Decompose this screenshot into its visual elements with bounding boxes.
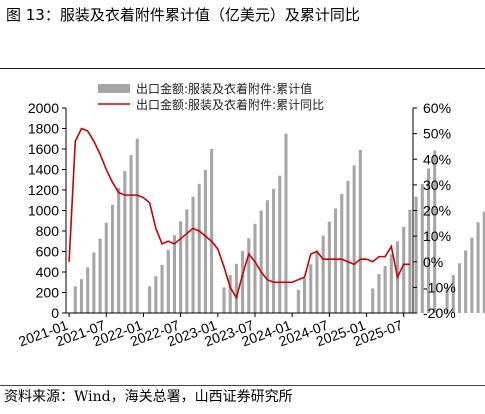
bar-2022-04 (160, 264, 164, 313)
bar-2022-05 (166, 249, 170, 313)
y-right-tick-label: 10% (423, 228, 451, 244)
bar-undefined (464, 250, 468, 313)
y-left-tick-label: 1600 (28, 141, 59, 157)
bar-undefined (482, 211, 485, 313)
bar-2025-02 (371, 288, 375, 313)
bar-undefined (426, 168, 431, 313)
bar-2022-09 (191, 196, 195, 313)
bar-2022-03 (154, 276, 158, 313)
legend-bar-label: 出口金额:服装及衣着附件:累计值 (136, 81, 312, 96)
bar-undefined (451, 275, 455, 313)
bar-2023-10 (272, 188, 276, 313)
bar-2024-12 (358, 150, 362, 313)
bar-undefined (470, 237, 474, 313)
bar-2024-03 (303, 278, 307, 313)
bar-2023-11 (278, 175, 282, 313)
bar-2024-11 (352, 165, 356, 313)
bar-undefined (457, 263, 462, 313)
bar-2021-11 (129, 155, 133, 313)
bar-2023-12 (284, 133, 288, 314)
y-left-tick-label: 600 (36, 244, 60, 260)
bar-2023-07 (253, 223, 257, 313)
bar-2021-05 (92, 252, 96, 313)
bar-2021-08 (110, 204, 115, 313)
y-left-tick-label: 800 (36, 223, 60, 239)
bar-2021-09 (117, 187, 121, 313)
bar-2025-05 (389, 254, 393, 313)
y-left-tick-label: 1400 (28, 162, 59, 178)
y-left-tick-label: 400 (36, 264, 60, 280)
bar-2025-03 (377, 274, 381, 313)
bar-2021-02 (73, 286, 77, 313)
bar-2021-04 (86, 267, 90, 313)
bar-2023-02 (222, 287, 226, 314)
bar-2022-10 (197, 183, 201, 313)
bar-2023-04 (234, 263, 238, 313)
y-left-tick-label: 1800 (28, 121, 59, 137)
y-left-tick-label: 1200 (28, 182, 59, 198)
bar-2023-08 (259, 210, 263, 313)
bar-2022-06 (172, 235, 176, 313)
bar-2024-05 (315, 250, 319, 313)
bar-undefined (445, 286, 449, 313)
bar-2024-08 (334, 208, 338, 313)
y-right-tick-label: 0% (423, 254, 443, 270)
bar-2021-10 (123, 171, 127, 313)
bar-2021-12 (135, 138, 139, 313)
source-note: 资料来源：Wind，海关总署，山西证券研究所 (4, 389, 293, 405)
bar-2023-06 (247, 238, 251, 313)
title-divider (0, 68, 485, 69)
bar-2022-11 (203, 170, 207, 313)
bar-series-cumulative-value (73, 133, 485, 314)
line-series-cumulative-yoy (68, 127, 410, 300)
bar-2024-09 (340, 194, 344, 313)
y-right-tick-label: 20% (423, 203, 451, 219)
bar-2025-04 (383, 265, 387, 313)
y-left-tick-label: 1000 (28, 203, 59, 219)
y-left-tick-label: 0 (51, 305, 59, 321)
bar-2021-03 (79, 279, 84, 313)
y-right-tick-label: 40% (423, 151, 451, 167)
source-divider (0, 385, 485, 386)
bar-2021-07 (104, 222, 108, 313)
bar-2022-12 (210, 149, 214, 313)
y-right-tick-label: 30% (423, 177, 451, 193)
bar-2021-06 (98, 238, 102, 313)
bar-undefined (433, 150, 437, 313)
bar-2022-08 (185, 209, 189, 313)
bar-undefined (414, 196, 418, 313)
legend-bar-swatch (98, 84, 130, 93)
figure-title: 图 13：服装及衣着附件累计值（亿美元）及累计同比 (6, 6, 360, 24)
bar-2023-05 (241, 250, 245, 313)
bar-2024-10 (346, 180, 350, 313)
bar-2023-09 (265, 200, 269, 313)
legend-line-label: 出口金额:服装及衣着附件:累计同比 (136, 97, 324, 112)
bar-2024-06 (321, 235, 325, 313)
bar-2025-07 (402, 226, 406, 313)
bar-2022-02 (148, 286, 152, 313)
y-right-tick-label: 50% (423, 126, 451, 142)
bar-2025-08 (408, 209, 412, 313)
y-left-tick-label: 2000 (28, 100, 59, 116)
bar-2024-02 (296, 289, 300, 313)
bar-2022-07 (179, 221, 183, 313)
bar-undefined (476, 222, 480, 313)
y-right-tick-label: -20% (423, 305, 456, 321)
bar-2024-07 (327, 221, 331, 313)
y-right-tick-label: -10% (423, 279, 456, 295)
y-left-tick-label: 200 (36, 285, 60, 301)
bar-2023-03 (228, 275, 232, 313)
y-right-tick-label: 60% (423, 100, 451, 116)
bar-undefined (420, 183, 424, 313)
bar-2024-04 (309, 264, 313, 313)
